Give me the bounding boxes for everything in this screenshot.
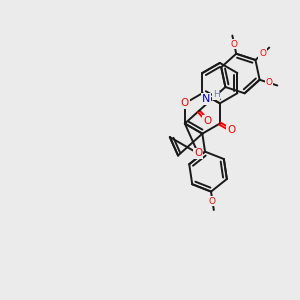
Text: N: N bbox=[202, 94, 210, 104]
Text: O: O bbox=[194, 148, 202, 158]
Text: O: O bbox=[203, 116, 211, 126]
Text: H: H bbox=[213, 90, 220, 99]
Text: O: O bbox=[209, 197, 216, 206]
Text: O: O bbox=[227, 125, 235, 135]
Text: O: O bbox=[266, 78, 272, 87]
Text: O: O bbox=[231, 40, 238, 49]
Text: O: O bbox=[259, 49, 266, 58]
Text: O: O bbox=[181, 98, 189, 108]
